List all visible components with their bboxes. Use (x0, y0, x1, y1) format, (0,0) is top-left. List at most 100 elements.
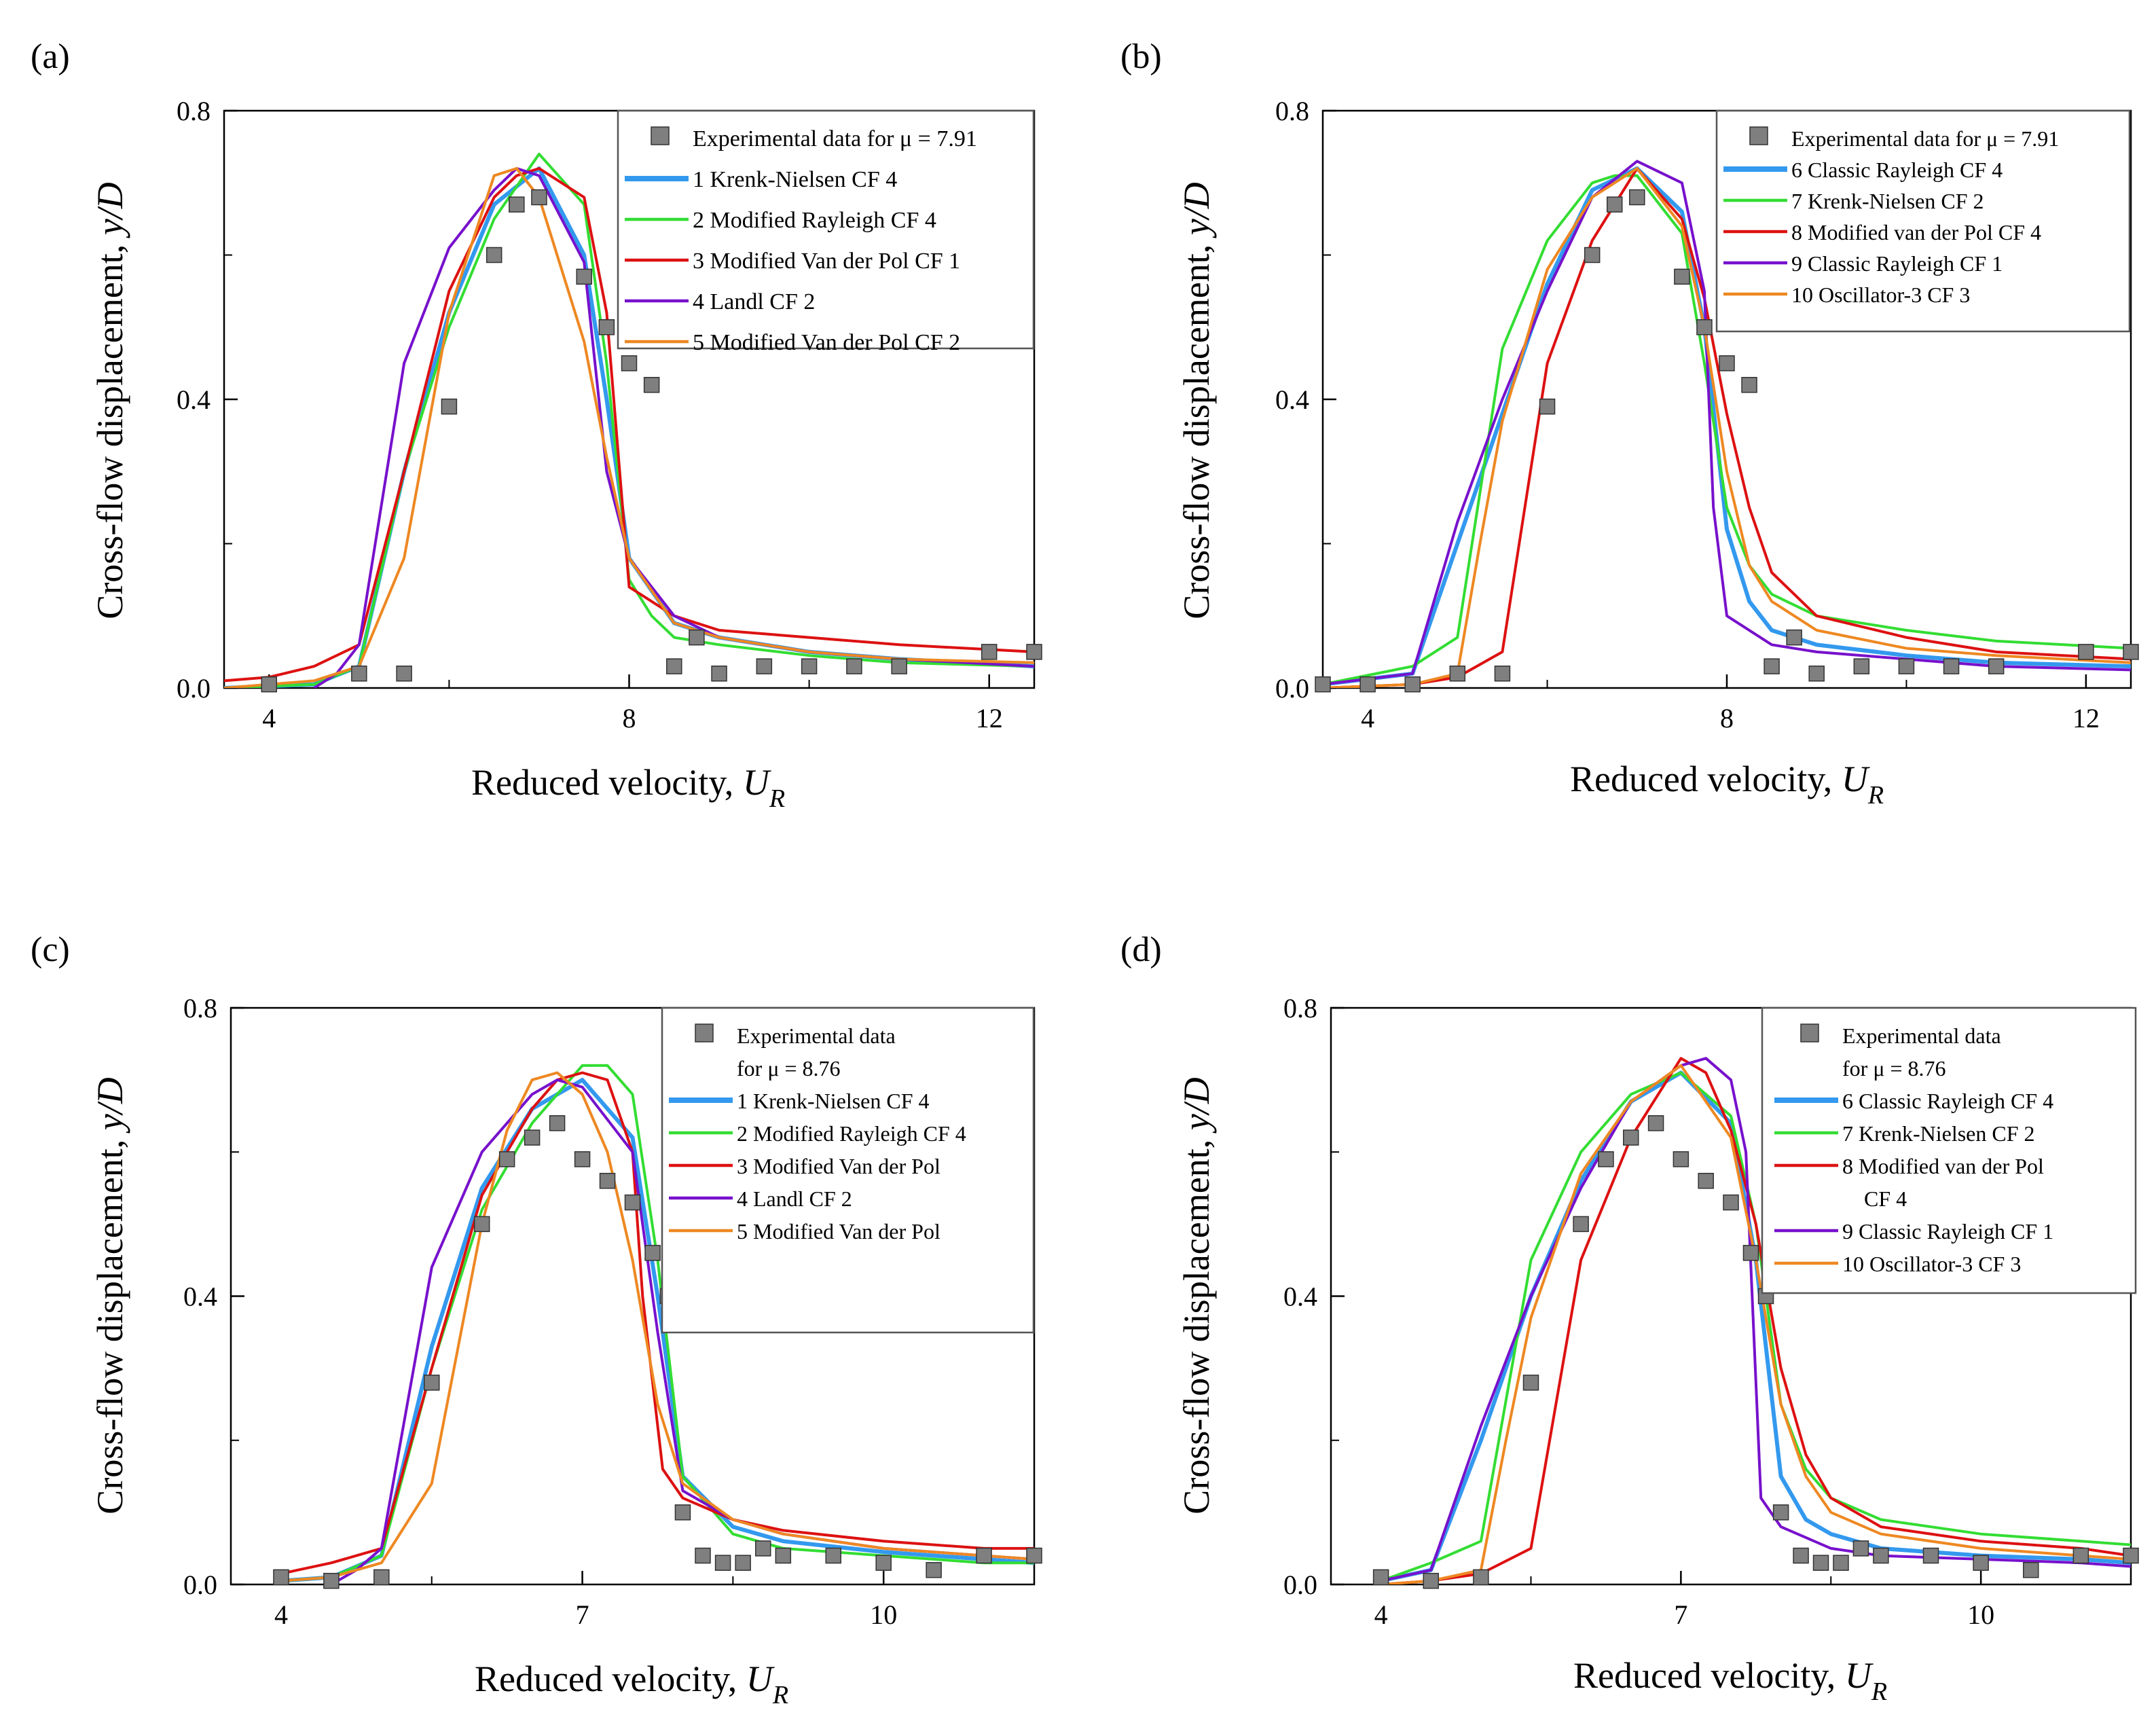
legend-box (661, 1006, 1035, 1334)
experimental-point (1898, 658, 1915, 674)
experimental-point (1359, 676, 1376, 693)
experimental-point (576, 268, 592, 285)
experimental-point (574, 1151, 591, 1167)
legend-label-1: 6 Classic Rayleigh CF 4 (1791, 158, 2003, 182)
experimental-point (2072, 1547, 2089, 1564)
series-line-2 (224, 152, 1034, 688)
experimental-point (846, 658, 862, 674)
x-tick-label: 4 (274, 1599, 288, 1630)
experimental-point (1315, 676, 1331, 693)
experimental-point (735, 1555, 751, 1571)
chart-panel-c: (c) 0.0 0.4 0.8 4 7 10 Reduced velocity, UR Cros… (31, 930, 1042, 1709)
legend-box (617, 109, 1035, 350)
legend: Experimental data for μ = 7.91 1 Krenk-Ni… (617, 109, 1035, 355)
y-tick-label: 0.4 (1283, 1282, 1317, 1312)
experimental-point (643, 377, 660, 393)
x-tick-label: 4 (1374, 1599, 1388, 1630)
experimental-points (1315, 189, 2139, 693)
legend-marker-experimental (1749, 126, 1768, 145)
experimental-point (473, 1216, 490, 1233)
x-tick-label: 8 (623, 703, 636, 733)
experimental-point (1404, 676, 1421, 693)
experimental-point (1026, 644, 1042, 660)
legend-label-experimental: Experimental data (737, 1023, 896, 1048)
series-line-5 (224, 167, 1034, 688)
experimental-point (754, 1540, 771, 1557)
chart-panel-d: (d) 0.0 0.4 0.8 4 7 10 Reduced velocity, UR Cros… (1120, 930, 2139, 1706)
experimental-point (2023, 1562, 2039, 1578)
series-line-5 (1381, 1064, 2131, 1584)
legend-label-3: 8 Modified van der Pol (1842, 1154, 2044, 1178)
experimental-point (1973, 1555, 1989, 1571)
experimental-point (926, 1562, 942, 1578)
y-tick-label: 0.8 (1283, 993, 1317, 1023)
legend-label-4: 9 Classic Rayleigh CF 1 (1791, 251, 2003, 276)
experimental-point (621, 355, 638, 371)
series-line-5 (280, 1071, 1034, 1582)
experimental-point (1833, 1555, 1849, 1571)
x-tick-label: 4 (1361, 703, 1374, 733)
experimental-point (1812, 1555, 1829, 1571)
experimental-point (1741, 377, 1757, 393)
x-axis-label: Reduced velocity, UR (1573, 1655, 1887, 1706)
legend-label-experimental: Experimental data for μ = 7.91 (693, 126, 977, 151)
experimental-point (825, 1547, 841, 1564)
y-axis-label: Cross-flow displacement, y/D (1176, 1077, 1217, 1514)
legend-label-4: 4 Landl CF 2 (693, 289, 815, 314)
x-tick-label: 10 (870, 1599, 897, 1630)
series-line-5 (1323, 167, 2131, 688)
experimental-point (775, 1547, 792, 1564)
legend-box (1761, 1006, 2137, 1294)
experimental-points (261, 189, 1042, 693)
y-tick-label: 0.8 (1275, 96, 1309, 126)
series-line-2 (1323, 174, 2131, 686)
experimental-point (891, 658, 907, 674)
y-axis-label: Cross-flow displacement, y/D (1176, 182, 1217, 619)
experimental-point (2078, 644, 2094, 660)
chart-panel-a: (a) 0.0 0.4 0.8 4 8 12 Reduced velocity, UR Cros… (31, 37, 1042, 813)
experimental-point (1647, 1115, 1664, 1131)
legend-label-1: 6 Classic Rayleigh CF 4 (1842, 1089, 2053, 1113)
panel-label: (b) (1120, 37, 1162, 76)
legend-label-5: 10 Oscillator-3 CF 3 (1842, 1252, 2021, 1276)
experimental-point (1772, 1504, 1789, 1521)
series-line-3 (1381, 1057, 2131, 1584)
y-axis-label: Cross-flow displacement, y/D (90, 182, 130, 619)
x-tick-label: 7 (576, 1599, 589, 1630)
experimental-points (1372, 1115, 2139, 1589)
legend-marker-experimental (651, 126, 670, 145)
experimental-point (1742, 1245, 1759, 1261)
experimental-point (1623, 1129, 1639, 1146)
experimental-point (875, 1555, 892, 1571)
experimental-point (1793, 1547, 1809, 1564)
experimental-point (599, 1172, 616, 1189)
legend-label-2: 7 Krenk-Nielsen CF 2 (1842, 1121, 2035, 1146)
experimental-point (624, 1194, 641, 1211)
experimental-point (1606, 196, 1623, 213)
panel-label: (c) (31, 930, 70, 969)
experimental-point (1539, 398, 1556, 415)
experimental-point (1674, 268, 1690, 285)
experimental-point (714, 1555, 731, 1571)
y-tick-label: 0.0 (177, 673, 211, 704)
legend-label-experimental: for μ = 8.76 (737, 1056, 841, 1081)
legend: Experimental data for μ = 8.76 6 Classic R… (1761, 1006, 2137, 1294)
experimental-point (2123, 644, 2139, 660)
y-tick-label: 0.0 (183, 1570, 217, 1600)
x-tick-label: 12 (2072, 703, 2100, 733)
experimental-point (524, 1129, 541, 1146)
legend: Experimental data for μ = 8.76 1 Krenk-Nie… (661, 1006, 1035, 1334)
legend-label-3: 3 Modified Van der Pol CF 1 (693, 249, 960, 274)
legend-label-4: 9 Classic Rayleigh CF 1 (1842, 1219, 2053, 1244)
legend-label-1: 1 Krenk-Nielsen CF 4 (737, 1089, 930, 1113)
legend-label-experimental: Experimental data for μ = 7.91 (1791, 126, 2059, 151)
experimental-point (498, 1151, 515, 1167)
experimental-point (1494, 666, 1511, 682)
experimental-point (273, 1569, 289, 1586)
x-tick-label: 7 (1674, 1599, 1687, 1630)
series-line-2 (1380, 1071, 2131, 1582)
experimental-point (373, 1569, 390, 1586)
x-axis-label: Reduced velocity, UR (475, 1658, 788, 1709)
experimental-point (711, 666, 727, 682)
